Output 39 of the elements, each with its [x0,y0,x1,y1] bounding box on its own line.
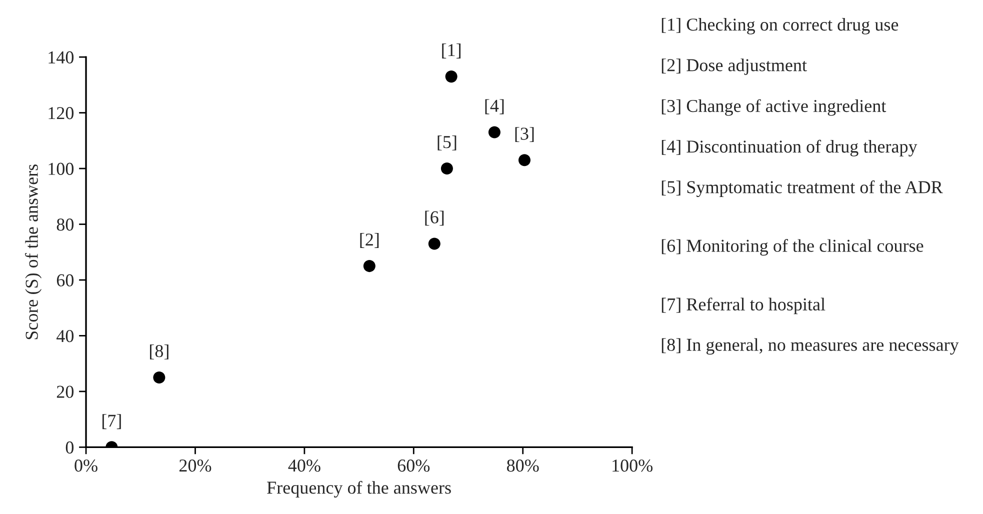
x-tick-label: 20% [179,460,212,472]
annotation: [7] [102,414,121,430]
x-tick-label: 40% [288,460,320,472]
y-tick-label: 20 [56,386,74,398]
text: [2] Dose adjustment [662,58,807,75]
y-tick-label: 0 [66,441,74,454]
y-tick-label: 40 [56,330,74,342]
text: [7] Referral to hospital [662,298,826,314]
point [518,154,531,166]
point [488,126,500,138]
annotation: [3] [515,127,534,142]
y-tick-label: 100 [48,162,74,175]
y-tick-label: 60 [56,274,74,286]
annotation: [6] [425,210,444,226]
y-tick-label: 80 [56,218,74,231]
annotation: [8] [150,344,168,360]
point [440,162,453,175]
text: [8] In general, no measures are necessary [662,338,959,355]
point [445,70,458,83]
text: [5] Symptomatic treatment of the ADR [662,180,943,198]
annotation: [2] [360,233,379,248]
y-tick-label: 140 [48,51,74,64]
point [363,260,376,272]
point [428,238,440,250]
text: [6] Monitoring of the clinical course [662,239,924,256]
x-tick-label: 0% [74,460,98,472]
annotation: [1] [442,44,461,58]
x-tick-label: 60% [398,460,430,472]
text: [3] Change of active ingredient [662,99,886,116]
x-axis-title: Frequency of the answers [267,480,451,498]
x-tick-label: 80% [507,460,539,472]
x-tick-label: 100% [612,460,653,472]
annotation: [4] [485,99,504,114]
y-axis-title: Score (S) of the answers [25,164,42,340]
text: [4] Discontinuation of drug therapy [662,140,918,156]
y-tick-label: 120 [48,107,74,120]
annotation: [5] [438,135,456,150]
text: [1] Checking on correct drug use [662,18,898,34]
point [153,372,166,384]
